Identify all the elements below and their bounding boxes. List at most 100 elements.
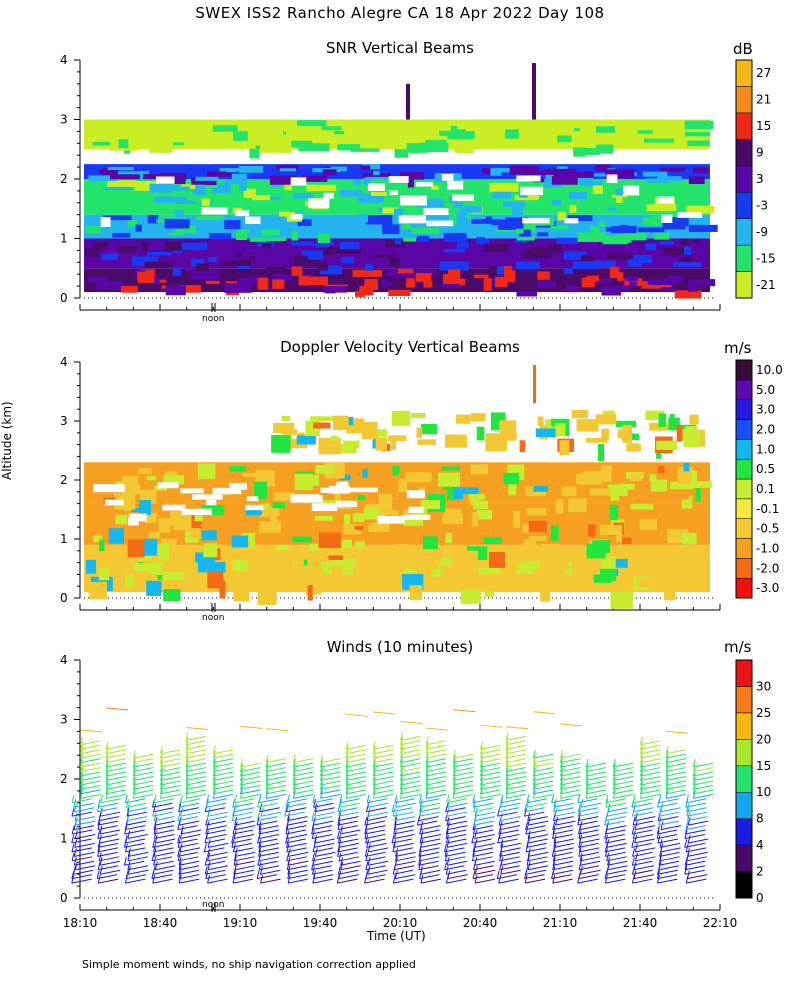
wind-barb: [337, 807, 358, 813]
wind-barb: [179, 878, 200, 884]
wind-barb-flag: [177, 839, 181, 848]
snr-cell: [118, 139, 129, 149]
snr-spike: [406, 83, 410, 120]
wind-barb-flag: [338, 839, 342, 848]
wind-barb: [577, 878, 598, 884]
doppler-gap: [336, 500, 358, 508]
snr-cell: [693, 238, 700, 244]
wind-barb: [553, 807, 574, 813]
snr-cell: [381, 279, 388, 287]
wind-barb: [206, 798, 227, 804]
doppler-cell: [576, 473, 584, 485]
wind-barb: [99, 860, 121, 866]
wind-barb-flag: [320, 790, 324, 799]
wind-barb-flag: [204, 857, 208, 866]
wind-barb: [80, 758, 101, 764]
doppler-cell: [561, 486, 577, 497]
snr-gap: [290, 177, 307, 186]
snr-cell: [371, 166, 378, 175]
wind-barb-flag: [498, 875, 502, 884]
wind-barb-flag: [527, 816, 531, 826]
wind-barb-flag: [311, 825, 315, 835]
wind-barb: [393, 842, 414, 848]
wind-barb-flag: [337, 834, 341, 844]
snr-hot: [291, 266, 303, 276]
wind-barb: [97, 807, 118, 813]
snr-cell: [249, 237, 267, 242]
wind-barb: [578, 874, 599, 880]
wind-barb: [605, 838, 626, 844]
wind-barb: [186, 780, 207, 786]
wind-barb-flag: [419, 808, 423, 817]
wind-barb-flag: [658, 794, 662, 803]
wind-barb-flag: [185, 736, 189, 745]
wind-barb: [154, 834, 175, 839]
wind-barb: [258, 842, 279, 848]
wind-barb-flag: [585, 767, 589, 777]
wind-barb: [266, 793, 287, 799]
wind-barb: [293, 784, 314, 790]
snr-cell: [407, 178, 414, 188]
wind-barb-flag: [345, 745, 349, 754]
wind-barb: [204, 860, 226, 866]
wind-barb-flag: [345, 750, 349, 759]
wind-barb-flag: [553, 834, 557, 844]
wind-barb-flag: [185, 732, 189, 741]
wind-barb: [524, 874, 545, 880]
wind-barb-flag: [258, 852, 262, 861]
wind-barb: [266, 789, 287, 795]
wind-barb-flag: [160, 758, 164, 768]
wind-barb-flag: [312, 816, 316, 826]
wind-barb: [258, 798, 280, 804]
wind-barb: [419, 807, 440, 813]
wind-barb: [528, 851, 549, 857]
wind-barb-flag: [685, 825, 688, 835]
doppler-cell: [622, 537, 632, 545]
wind-barb-flag: [207, 839, 211, 848]
wind-barb-flag: [640, 790, 644, 799]
wind-barb: [420, 878, 441, 884]
snr-cell: [160, 173, 186, 179]
doppler-cell: [455, 414, 471, 424]
colorbar-label: 2.0: [756, 422, 775, 436]
wind-barb: [258, 856, 280, 862]
wind-barb: [419, 847, 440, 853]
wind-barb-flag: [71, 875, 75, 884]
wind-barb: [586, 784, 607, 790]
snr-cell: [450, 278, 466, 286]
wind-barb-upper: [533, 711, 556, 715]
wind-barb-flag: [400, 750, 404, 759]
doppler-cell: [127, 539, 145, 557]
wind-barb-flag: [240, 767, 244, 777]
wind-barb-flag: [99, 808, 103, 817]
wind-barb: [186, 762, 207, 768]
snr-cell: [127, 219, 138, 227]
wind-barb: [688, 838, 709, 844]
wind-barb-flag: [634, 821, 638, 830]
wind-barb: [160, 784, 181, 790]
wind-barb-flag: [452, 772, 456, 781]
wind-barb-flag: [634, 834, 638, 844]
doppler-cell: [318, 437, 341, 455]
doppler-cell: [157, 573, 164, 581]
wind-barb-flag: [480, 785, 484, 794]
wind-barb: [346, 784, 367, 790]
wind-barb-flag: [99, 857, 103, 866]
wind-barb-flag: [80, 763, 84, 772]
wind-barb-flag: [178, 816, 182, 826]
wind-barb-upper: [80, 729, 103, 733]
snr-hot: [364, 278, 378, 291]
wind-barb-flag: [153, 794, 157, 803]
doppler-gap: [192, 494, 223, 500]
wind-barb: [152, 811, 173, 817]
wind-barb-flag: [96, 870, 100, 879]
wind-barb: [419, 838, 441, 844]
doppler-cell: [470, 413, 486, 422]
wind-barb: [106, 789, 127, 795]
wind-barb-flag: [286, 843, 290, 853]
wind-barb: [640, 771, 661, 777]
wind-barb-flag: [552, 875, 556, 884]
snr-cell: [471, 219, 501, 224]
wind-barb: [686, 811, 708, 817]
